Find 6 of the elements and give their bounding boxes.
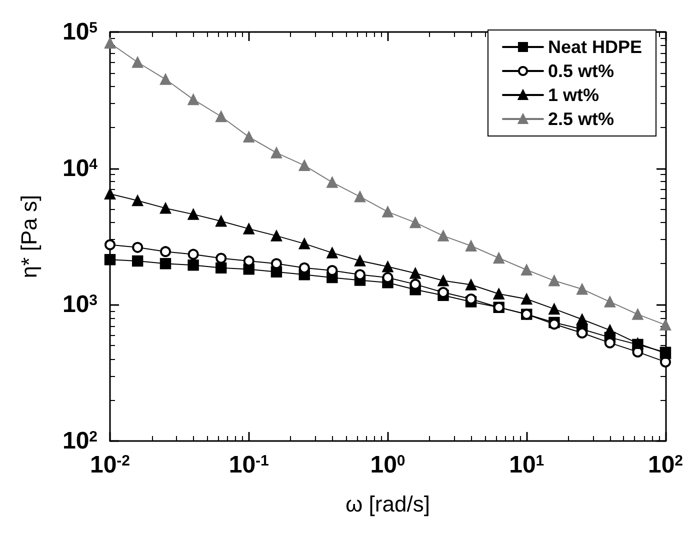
legend-label: 1 wt% [548, 85, 599, 105]
legend-label: 0.5 wt% [548, 61, 614, 81]
y-axis-title: η* [Pa s] [16, 194, 42, 278]
x-axis-title: ω [rad/s] [346, 492, 430, 516]
legend-label: Neat HDPE [548, 37, 642, 57]
legend-label: 2.5 wt% [548, 109, 614, 129]
